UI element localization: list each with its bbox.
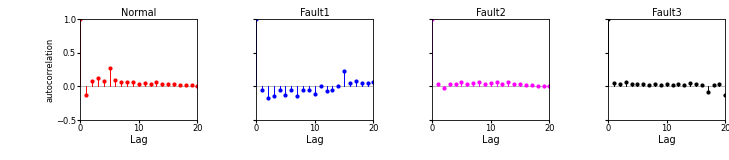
Y-axis label: autocorrelation: autocorrelation	[45, 37, 55, 102]
Title: Normal: Normal	[121, 8, 157, 18]
X-axis label: Lag: Lag	[482, 135, 499, 144]
Title: Fault2: Fault2	[476, 8, 506, 18]
X-axis label: Lag: Lag	[658, 135, 676, 144]
Title: Fault3: Fault3	[652, 8, 682, 18]
X-axis label: Lag: Lag	[130, 135, 148, 144]
X-axis label: Lag: Lag	[306, 135, 324, 144]
Title: Fault1: Fault1	[300, 8, 330, 18]
